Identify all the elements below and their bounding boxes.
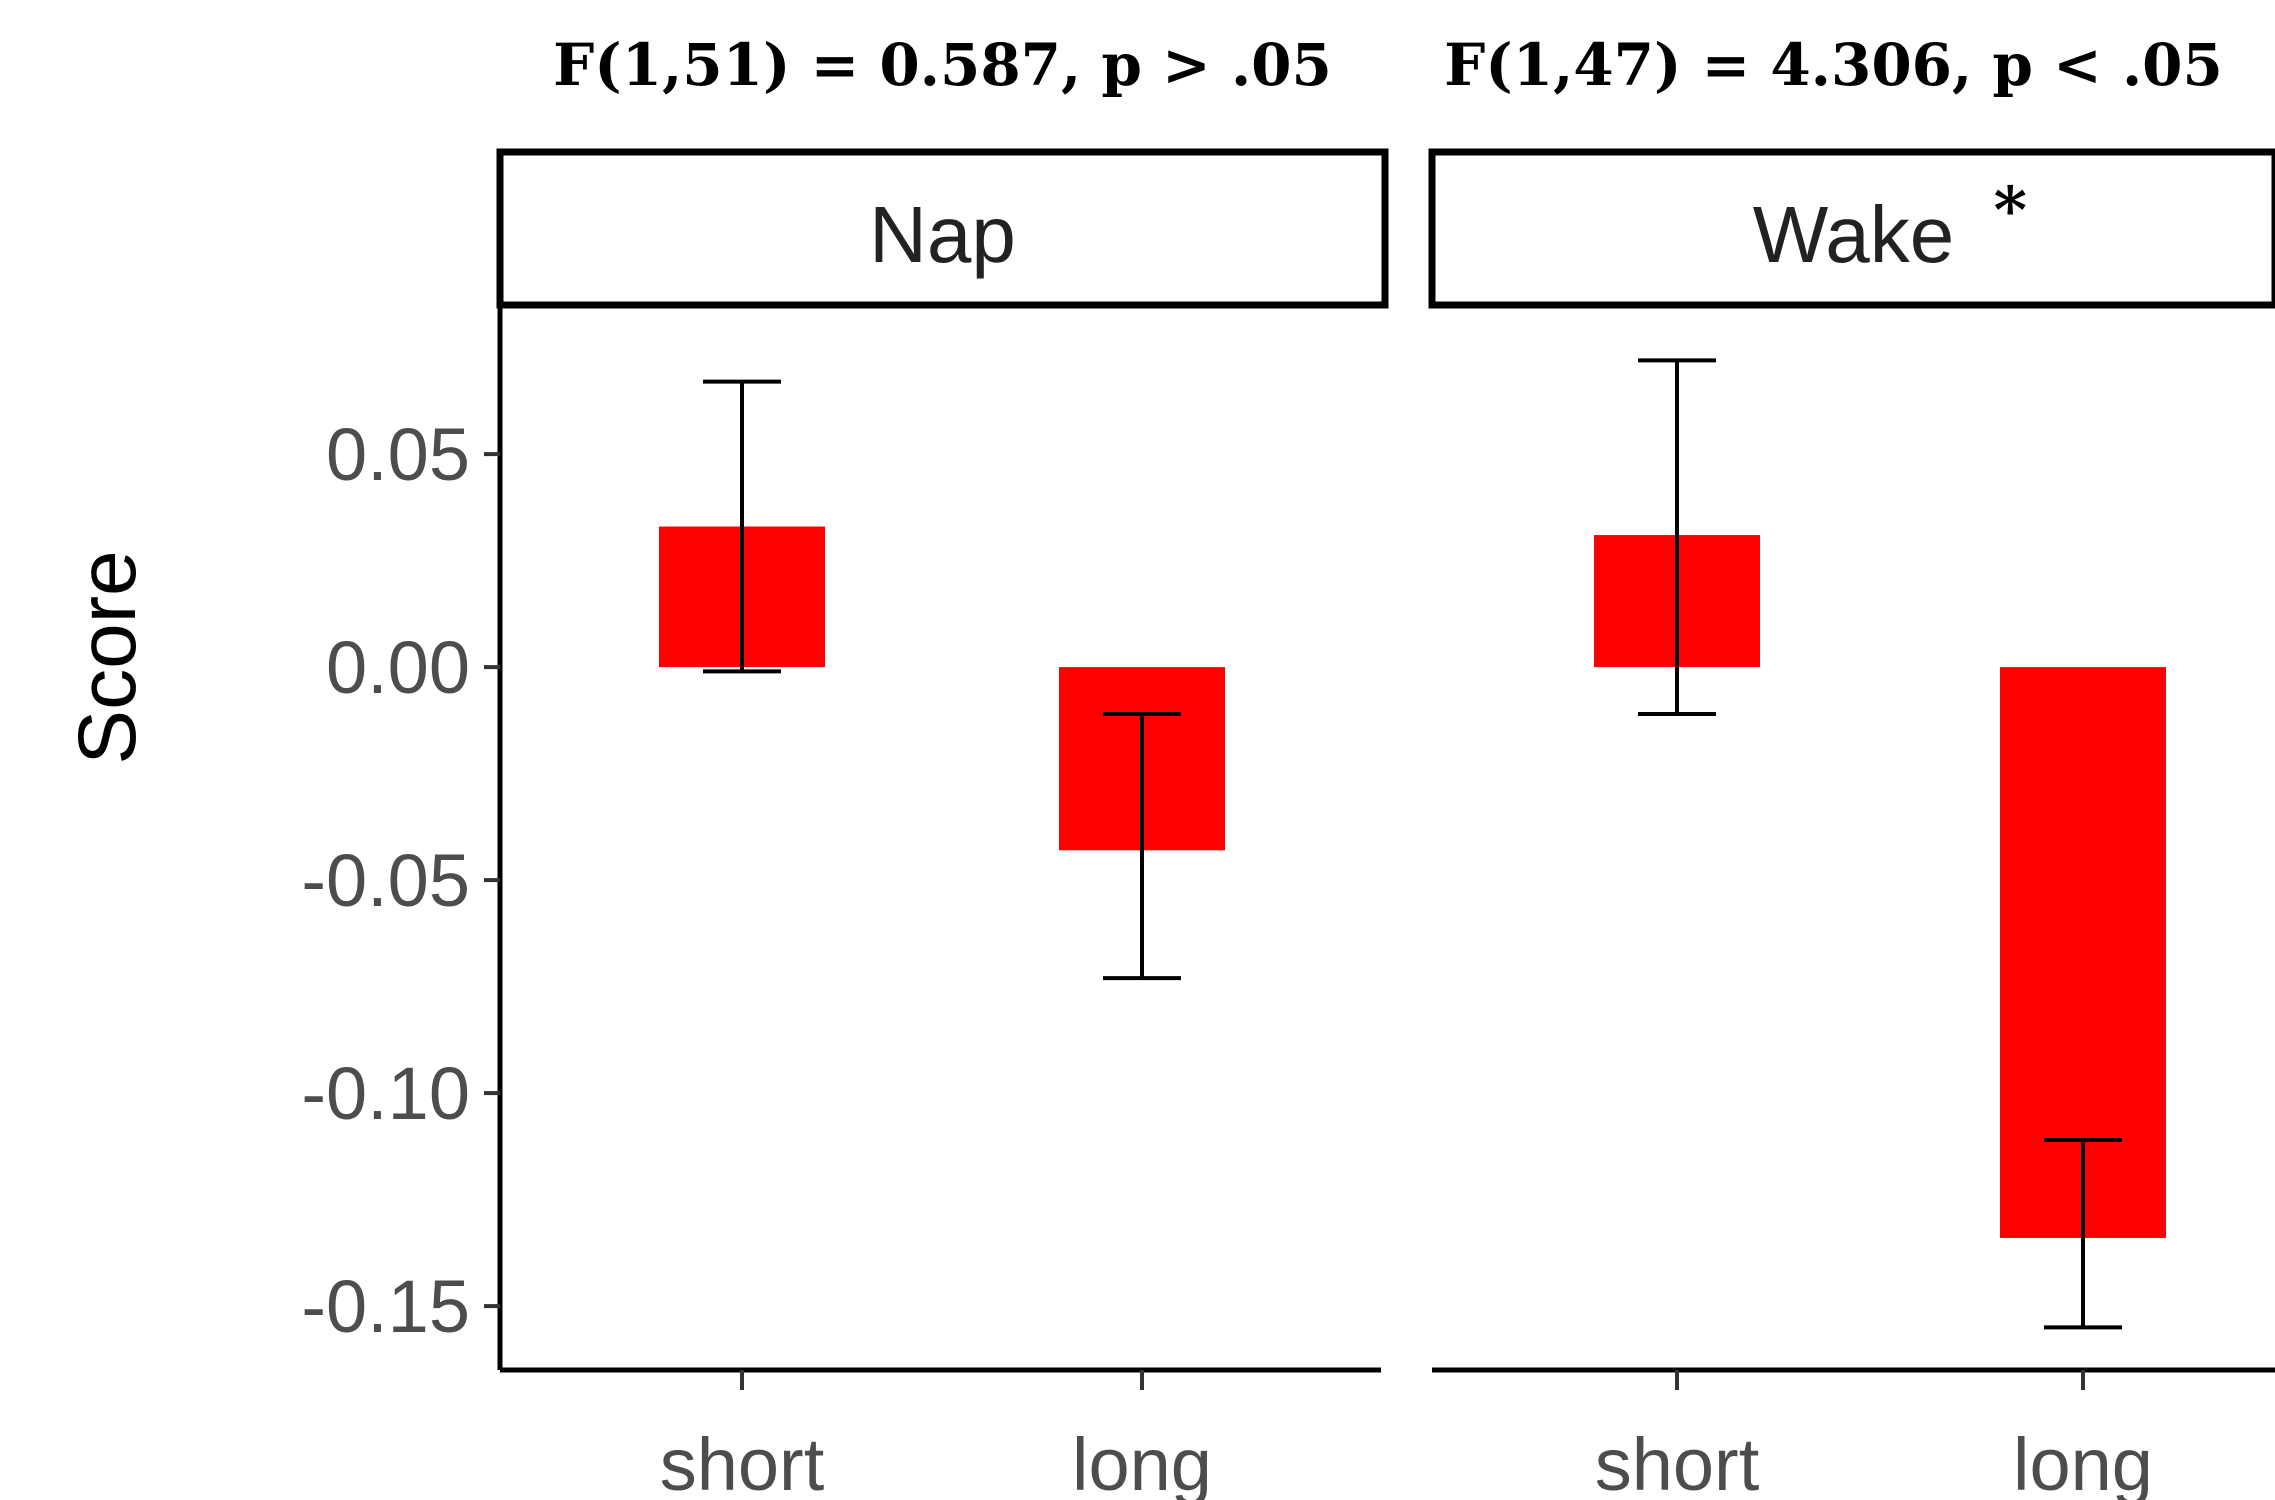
significance-marker: * [1994, 173, 2027, 248]
facet-panel-nap: F(1,51) = 0.587, p > .05 Nap short long [496, 31, 1389, 1500]
x-tick-label: short [660, 1423, 825, 1500]
y-axis: 0.05 0.00 -0.05 -0.10 -0.15 [301, 305, 503, 1370]
y-axis-label-group: Score [62, 550, 153, 764]
x-tick-label: long [2013, 1423, 2153, 1500]
y-tick-label: 0.00 [326, 626, 470, 709]
facet-strip [496, 148, 1389, 309]
panel-annotation: F(1,47) = 4.306, p < .05 [1444, 31, 2223, 99]
x-tick-label: long [1072, 1423, 1212, 1500]
y-tick-label: -0.15 [301, 1265, 470, 1348]
y-tick-label: -0.05 [301, 839, 470, 922]
y-tick-label: -0.10 [301, 1052, 470, 1135]
facet-strip-label: Wake [1753, 190, 1955, 279]
x-tick-label: short [1595, 1423, 1760, 1500]
y-axis-title: Score [62, 550, 153, 764]
facet-panel-wake: F(1,47) = 4.306, p < .05 Wake * short long [1428, 31, 2275, 1500]
facet-strip-label: Nap [869, 190, 1016, 279]
y-tick-label: 0.05 [326, 413, 470, 496]
panel-annotation: F(1,51) = 0.587, p > .05 [553, 31, 1332, 99]
facet-strip [1428, 148, 2275, 309]
